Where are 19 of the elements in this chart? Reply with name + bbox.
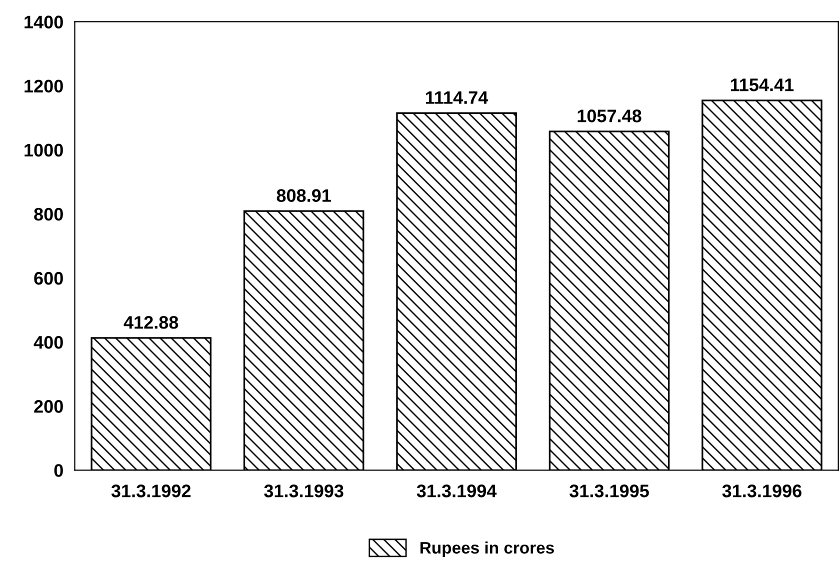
- y-tick-label: 0: [54, 464, 63, 477]
- x-tick-label: 31.3.1996: [722, 484, 802, 498]
- y-tick-label: 1400: [24, 16, 63, 28]
- data-label: 1057.48: [578, 110, 642, 122]
- y-tick-label: 200: [34, 400, 63, 413]
- y-tick-label: 1200: [24, 80, 63, 93]
- y-tick-label: 400: [34, 336, 63, 349]
- x-tick-label: 31.3.1995: [570, 484, 649, 498]
- data-label: 808.91: [276, 189, 331, 202]
- y-tick-label: 1000: [24, 144, 63, 157]
- data-label: 1154.41: [730, 78, 794, 92]
- legend-label: Rupees in crores: [420, 541, 554, 557]
- y-tick-label: 800: [34, 208, 63, 221]
- data-label: 412.88: [124, 316, 178, 329]
- data-label: 1114.74: [426, 91, 488, 104]
- x-tick-label: 31.3.1994: [416, 484, 497, 498]
- x-tick-label: 31.3.1993: [264, 484, 344, 498]
- y-tick-label: 600: [34, 272, 63, 285]
- x-tick-label: 31.3.1992: [111, 484, 191, 498]
